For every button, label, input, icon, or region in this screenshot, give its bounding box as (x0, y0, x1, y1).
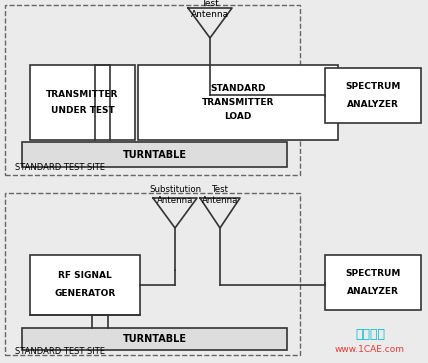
Text: ANALYZER: ANALYZER (347, 287, 399, 296)
Text: RF SIGNAL: RF SIGNAL (58, 272, 112, 281)
Text: Substitution: Substitution (149, 185, 201, 194)
Bar (22, 142, 287, 167)
Text: LOAD: LOAD (224, 112, 252, 121)
Text: TRANSMITTER: TRANSMITTER (46, 90, 119, 99)
Text: UNDER TEST: UNDER TEST (51, 106, 114, 115)
Bar (30, 255, 140, 315)
Text: TRANSMITTER: TRANSMITTER (202, 98, 274, 107)
Text: 仿真在线: 仿真在线 (355, 329, 385, 342)
Text: SPECTRUM: SPECTRUM (345, 82, 401, 91)
Text: TURNTABLE: TURNTABLE (122, 334, 187, 344)
Text: Antenna: Antenna (157, 196, 193, 205)
Text: GENERATOR: GENERATOR (54, 290, 116, 298)
Text: www.1CAE.com: www.1CAE.com (335, 346, 405, 355)
Text: Test: Test (201, 0, 219, 8)
Bar (325, 68, 421, 123)
Text: STANDARD TEST SITE: STANDARD TEST SITE (15, 163, 105, 172)
Text: ANALYZER: ANALYZER (347, 100, 399, 109)
Bar (5, 193, 300, 355)
Text: TURNTABLE: TURNTABLE (122, 150, 187, 159)
Text: STANDARD: STANDARD (210, 84, 266, 93)
Text: STANDARD TEST SITE: STANDARD TEST SITE (15, 347, 105, 356)
Bar (138, 65, 338, 140)
Bar (325, 255, 421, 310)
Text: Antenna: Antenna (191, 10, 229, 19)
Text: Test: Test (211, 185, 229, 194)
Text: SPECTRUM: SPECTRUM (345, 269, 401, 278)
Bar (5, 5, 300, 175)
Text: Antenna: Antenna (202, 196, 238, 205)
Bar (22, 328, 287, 350)
Bar (30, 65, 135, 140)
